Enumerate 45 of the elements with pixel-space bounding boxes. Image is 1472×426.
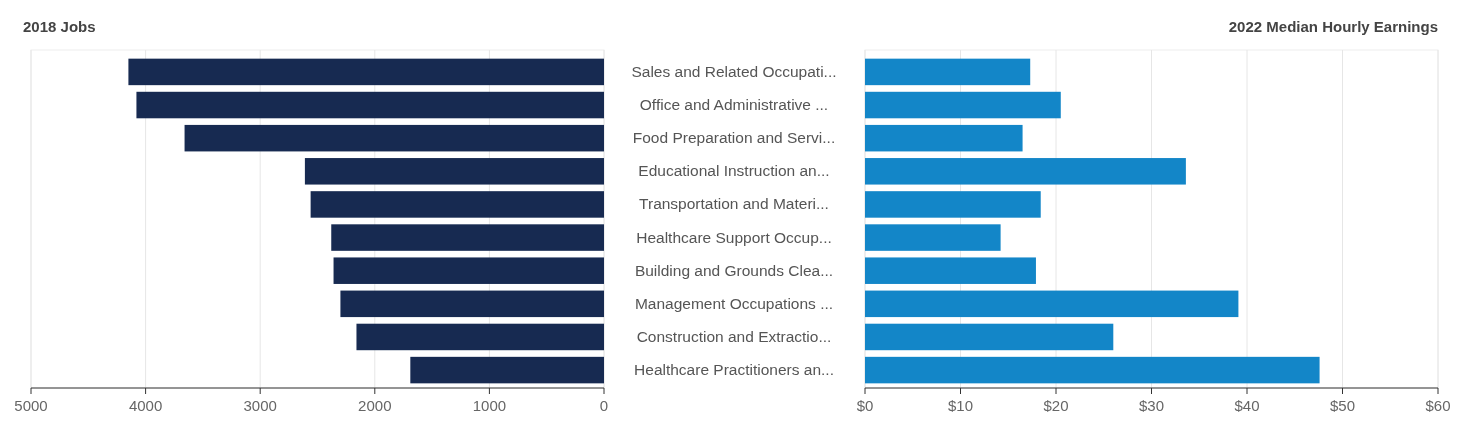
bar [865,58,1031,86]
x-tick-label: $0 [856,397,874,414]
bar [310,191,604,218]
bar [865,191,1041,218]
x-tick-label: $20 [1043,397,1069,414]
x-tick-label: 1000 [472,397,507,414]
y-tick-label: Management Occupations ... [634,294,834,312]
x-tick-label: 5000 [14,397,48,414]
bar [865,257,1036,284]
y-tick-label: Construction and Extractio... [636,327,832,345]
y-tick-label: Healthcare Practitioners an... [634,361,834,379]
x-tick-label: $30 [1138,397,1165,414]
bar [340,290,604,318]
y-tick-label: Food Preparation and Servi... [632,129,836,147]
y-tick-label: Transportation and Materi... [639,195,829,213]
bar [865,224,1001,251]
bar [865,124,1023,152]
x-tick-label: 3000 [243,397,277,414]
bar [184,124,604,152]
y-tick-label: Healthcare Support Occup... [636,228,832,246]
bar [333,257,604,284]
y-tick-label: Building and Grounds Clea... [634,261,834,279]
x-tick-label: $60 [1425,397,1451,414]
bar [356,323,604,351]
y-tick-label: Office and Administrative ... [639,96,829,114]
x-tick-label: $10 [947,397,974,414]
bar [865,290,1239,318]
bar [136,91,604,119]
y-tick-label: Sales and Related Occupati... [631,62,837,80]
bar [865,91,1061,119]
bar [865,323,1114,351]
bar [410,356,604,384]
bar [865,158,1186,185]
x-tick-label: 2000 [358,397,392,414]
x-tick-label: $40 [1234,397,1260,414]
bar [304,158,604,185]
x-tick-label: 0 [599,397,609,414]
y-tick-label: Educational Instruction an... [638,162,830,180]
bar [865,356,1320,384]
bar [331,224,604,251]
chart-title: 2018 Jobs [23,18,96,35]
x-tick-label: $50 [1329,397,1356,414]
bar [128,58,604,86]
chart-title: 2022 Median Hourly Earnings [1228,18,1438,35]
x-tick-label: 4000 [128,397,163,414]
